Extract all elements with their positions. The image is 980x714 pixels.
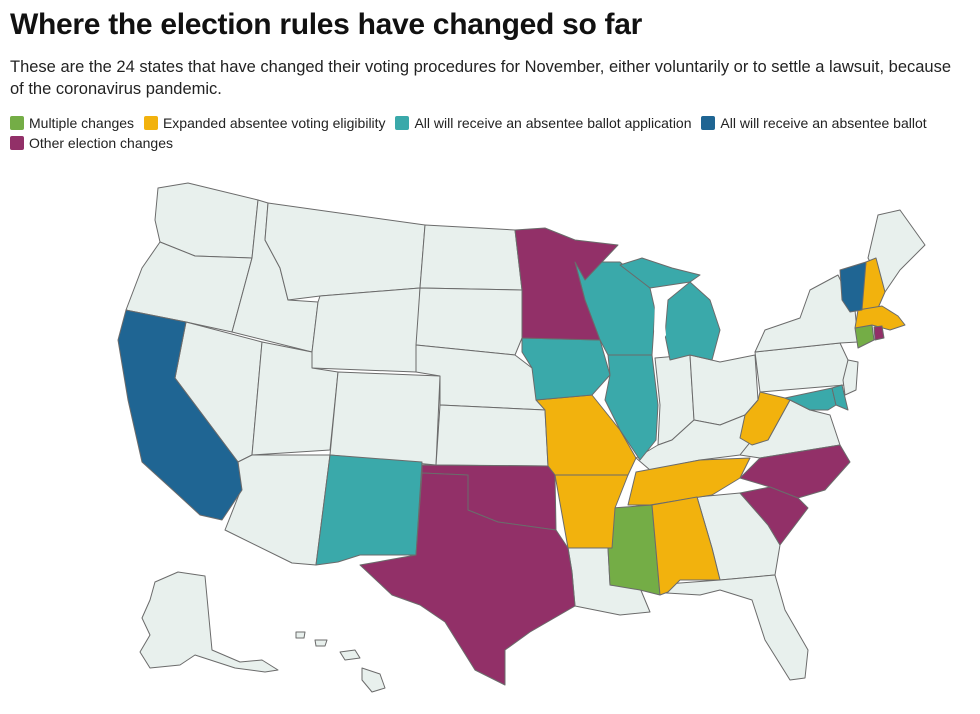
state-hawaii-kauai [295, 631, 306, 639]
state-wyoming [311, 287, 421, 373]
legend-swatch-other-changes [10, 136, 24, 150]
state-alaska [139, 571, 279, 673]
state-florida [639, 574, 809, 681]
state-tennessee [627, 457, 751, 506]
us-states-map [117, 182, 926, 693]
state-new-jersey [842, 359, 859, 396]
state-michigan-upper [619, 257, 701, 289]
unchanged-states [125, 182, 926, 693]
chart-subtitle: These are the 24 states that have change… [10, 58, 952, 98]
legend-item-expanded-absentee: Expanded absentee voting eligibility [143, 113, 386, 133]
legend-swatch-expanded-absentee [143, 116, 158, 130]
state-vermont [839, 261, 867, 313]
legend-item-absentee-ballot: All will receive an absentee ballot [701, 113, 927, 133]
state-new-mexico [315, 454, 423, 566]
expanded-absentee-states [535, 257, 906, 596]
legend-label-absentee-ballot: All will receive an absentee ballot [720, 115, 927, 131]
state-massachusetts [854, 305, 906, 331]
legend-swatch-ballot-application [395, 116, 410, 130]
state-south-dakota [415, 287, 523, 356]
legend-item-ballot-application: All will receive an absentee ballot appl… [395, 113, 692, 133]
state-south-carolina [739, 486, 809, 546]
lakes [654, 296, 666, 345]
legend-label-expanded-absentee: Expanded absentee voting eligibility [162, 115, 386, 131]
state-montana [264, 202, 426, 301]
chart-title: Where the election rules have changed so… [10, 8, 642, 41]
state-hawaii-big-island [361, 667, 386, 693]
state-alabama [651, 496, 721, 596]
legend-label-other-changes: Other election changes [29, 135, 173, 151]
state-connecticut [854, 324, 875, 349]
legend-item-other-changes: Other election changes [10, 133, 173, 153]
legend-swatch-absentee-ballot [701, 116, 716, 130]
other-changes-states [359, 227, 885, 686]
state-arkansas [554, 474, 629, 549]
state-michigan-lower [664, 281, 721, 361]
state-delaware [831, 384, 849, 411]
state-north-carolina [739, 444, 851, 499]
state-colorado [329, 371, 441, 466]
state-texas [359, 472, 576, 686]
lake-michigan [654, 296, 666, 345]
state-arizona [224, 454, 331, 566]
state-rhode-island [873, 325, 885, 341]
state-iowa [521, 337, 611, 401]
absentee-ballot-states [117, 261, 867, 521]
state-hawaii-oahu [314, 639, 328, 647]
legend-label-multiple-changes: Multiple changes [29, 115, 135, 131]
ballot-application-states [315, 257, 849, 566]
state-hawaii-maui [339, 649, 361, 661]
state-kansas [435, 404, 549, 467]
legend-swatch-multiple-changes [10, 116, 24, 130]
legend-label-ballot-application: All will receive an absentee ballot appl… [414, 115, 692, 131]
state-mississippi [607, 504, 661, 596]
state-north-dakota [419, 224, 523, 291]
legend: Multiple changes Expanded absentee votin… [10, 113, 970, 153]
state-illinois [604, 354, 659, 461]
state-california [117, 309, 243, 521]
state-minnesota [514, 227, 619, 341]
legend-item-multiple-changes: Multiple changes [10, 113, 134, 133]
